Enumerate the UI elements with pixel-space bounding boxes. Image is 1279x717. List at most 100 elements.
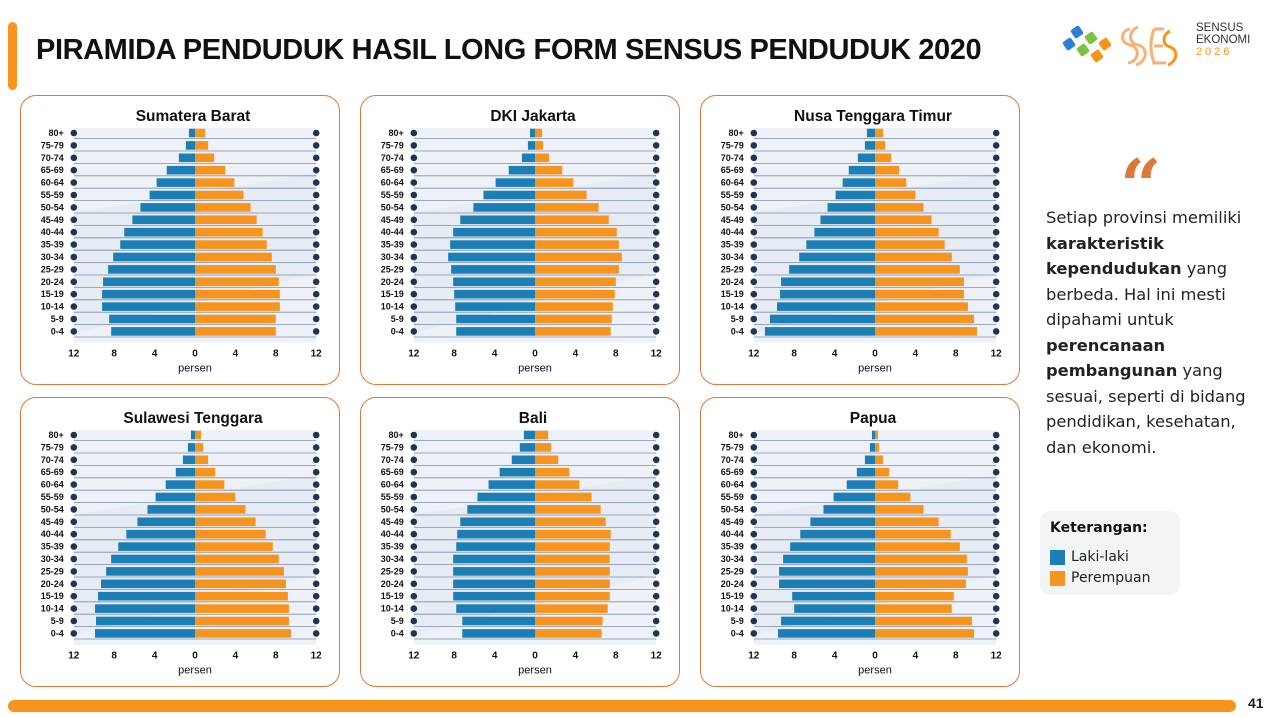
- x-tick-label: 4: [913, 348, 919, 359]
- bar-female: [195, 190, 244, 200]
- bar-male: [764, 327, 875, 336]
- row-end-dot: [312, 315, 320, 323]
- legend-swatch-male: [1050, 549, 1065, 565]
- age-label: 10-14: [381, 302, 404, 312]
- age-label: 35-39: [41, 542, 64, 552]
- row-end-dot: [312, 456, 320, 464]
- age-label: 45-49: [41, 215, 64, 225]
- age-label: 40-44: [381, 227, 404, 237]
- x-tick-label: 8: [613, 650, 619, 661]
- row-end-dot: [750, 630, 758, 637]
- x-tick-label: 4: [573, 650, 579, 661]
- bar-male: [156, 178, 195, 187]
- row-end-dot: [70, 580, 78, 588]
- bar-male: [529, 128, 535, 138]
- x-tick-label: 0: [532, 348, 538, 359]
- bar-male: [188, 128, 195, 138]
- x-axis-label: persen: [858, 664, 892, 676]
- bar-female: [195, 327, 276, 336]
- row-end-dot: [652, 191, 660, 199]
- bar-female: [875, 314, 974, 324]
- bar-male: [781, 277, 875, 287]
- row-end-dot: [652, 444, 660, 451]
- row-end-dot: [312, 630, 320, 637]
- age-label: 45-49: [381, 517, 404, 527]
- legend-swatch-female: [1050, 570, 1065, 586]
- row-end-dot: [992, 129, 1000, 137]
- bar-male: [792, 591, 875, 601]
- bar-female: [535, 517, 606, 527]
- row-end-dot: [652, 241, 660, 248]
- bar-female: [875, 265, 960, 274]
- row-end-dot: [652, 518, 660, 526]
- row-end-dot: [312, 290, 320, 298]
- quote-part-bold: perencanaan pembangunan: [1046, 335, 1178, 381]
- row-end-dot: [312, 493, 320, 501]
- bar-female: [875, 178, 907, 187]
- age-label: 0-4: [391, 628, 404, 638]
- row-end-dot: [652, 253, 660, 261]
- age-label: 25-29: [381, 566, 404, 576]
- age-label: 65-69: [41, 467, 64, 477]
- bar-male: [137, 517, 195, 527]
- bar-female: [535, 492, 592, 502]
- bar-female: [535, 480, 580, 489]
- x-tick-label: 12: [991, 348, 1003, 359]
- age-label: 0-4: [731, 628, 744, 638]
- x-tick-label: 12: [68, 348, 80, 359]
- row-end-dot: [750, 592, 758, 600]
- bar-male: [499, 467, 535, 477]
- bar-male: [95, 629, 195, 638]
- row-end-dot: [992, 228, 1000, 236]
- row-end-dot: [652, 555, 660, 563]
- bar-female: [195, 529, 266, 539]
- bar-male: [460, 215, 535, 225]
- row-end-dot: [410, 568, 418, 575]
- bar-female: [195, 302, 280, 311]
- row-end-dot: [652, 204, 660, 211]
- row-end-dot: [70, 253, 78, 261]
- row-end-dot: [750, 555, 758, 563]
- x-tick-label: 4: [832, 650, 838, 661]
- bar-male: [101, 579, 195, 589]
- bar-female: [195, 604, 289, 613]
- row-end-dot: [70, 142, 78, 149]
- row-end-dot: [312, 617, 320, 625]
- row-end-dot: [652, 592, 660, 600]
- bar-male: [519, 443, 535, 452]
- bar-female: [195, 629, 291, 638]
- bar-female: [875, 467, 890, 477]
- x-tick-label: 8: [613, 348, 619, 359]
- bar-male: [109, 314, 195, 324]
- x-tick-label: 0: [872, 650, 878, 661]
- row-end-dot: [992, 142, 1000, 149]
- row-end-dot: [992, 530, 1000, 538]
- age-label: 30-34: [41, 252, 64, 262]
- bar-female: [535, 203, 599, 212]
- bar-female: [535, 215, 609, 225]
- bar-female: [195, 567, 284, 576]
- bar-female: [535, 443, 552, 452]
- row-end-dot: [410, 617, 418, 625]
- bar-male: [456, 542, 535, 551]
- age-label: 5-9: [731, 314, 744, 324]
- age-label: 60-64: [721, 480, 744, 490]
- x-tick-label: 4: [152, 348, 158, 359]
- bar-male: [800, 529, 875, 539]
- age-label: 80+: [729, 430, 744, 440]
- bar-male: [149, 190, 195, 200]
- row-end-dot: [992, 468, 1000, 476]
- bar-male: [779, 579, 875, 589]
- bar-male: [835, 190, 875, 200]
- age-label: 15-19: [381, 289, 404, 299]
- row-end-dot: [410, 592, 418, 600]
- x-tick-label: 4: [832, 348, 838, 359]
- bar-female: [875, 240, 945, 249]
- bar-male: [473, 203, 535, 212]
- age-label: 25-29: [41, 566, 64, 576]
- row-end-dot: [652, 142, 660, 149]
- row-end-dot: [750, 241, 758, 248]
- x-tick-label: 12: [748, 348, 760, 359]
- age-label: 80+: [729, 128, 744, 138]
- row-end-dot: [410, 630, 418, 637]
